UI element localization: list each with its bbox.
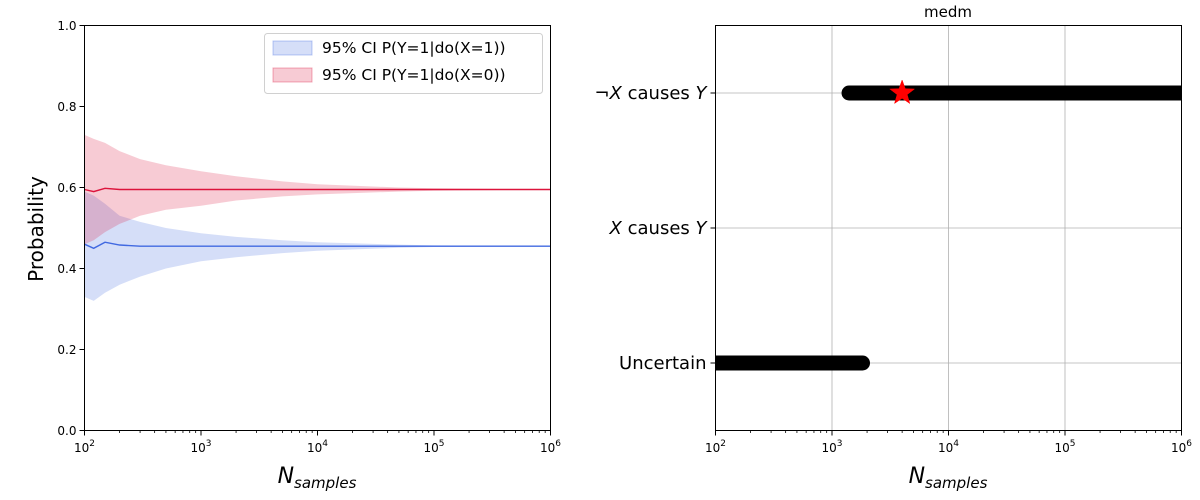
right-x-tick-label: 102 xyxy=(705,439,726,455)
left-chart: 102 103 104 105 106 0.0 0.2 0.4 0.6 0.8 1.0 Proba… xyxy=(24,19,561,492)
right-x-ticks: 102 103 104 105 106 xyxy=(705,430,1192,455)
right-chart-title: medm xyxy=(924,3,972,21)
star-marker xyxy=(889,79,916,105)
legend-swatch-1 xyxy=(272,67,313,83)
right-plot-area xyxy=(715,79,1182,371)
left-y-axis-label: Probability xyxy=(24,176,48,282)
right-y-tick-label: Uncertain xyxy=(619,353,706,374)
legend-label-1: 95% CI P(Y=1|do(X=0)) xyxy=(322,66,506,84)
left-y-tick-label: 0.4 xyxy=(57,262,76,276)
left-x-tick-label: 102 xyxy=(74,439,95,455)
right-marks-clipped xyxy=(715,79,1182,371)
right-x-axis-label: Nsamples xyxy=(909,464,988,492)
left-y-ticks: 0.0 0.2 0.4 0.6 0.8 1.0 xyxy=(57,19,85,438)
right-y-ticks: Uncertain X causes Y ¬X causes Y xyxy=(594,83,716,374)
right-chart: 102 103 104 105 106 Uncertain X causes Y ¬X ca… xyxy=(594,3,1192,492)
legend-box xyxy=(264,33,543,94)
left-legend: 95% CI P(Y=1|do(X=1)) 95% CI P(Y=1|do(X=0… xyxy=(264,33,543,94)
mean-line-0 xyxy=(84,241,551,250)
left-x-tick-label: 105 xyxy=(423,439,444,455)
left-y-tick-label: 0.8 xyxy=(57,100,76,114)
right-x-tick-label: 104 xyxy=(938,439,959,455)
left-y-tick-label: 0.6 xyxy=(57,181,76,195)
left-x-tick-label: 104 xyxy=(307,439,328,455)
left-y-tick-label: 0.0 xyxy=(57,424,76,438)
right-y-tick-label: ¬X causes Y xyxy=(594,83,708,104)
right-y-tick-label: X causes Y xyxy=(609,218,709,239)
left-x-ticks: 102 103 104 105 106 xyxy=(74,430,561,455)
left-x-tick-label: 103 xyxy=(190,439,211,455)
left-x-axis-label: Nsamples xyxy=(278,464,357,492)
left-x-tick-label: 106 xyxy=(540,439,561,455)
legend-swatch-0 xyxy=(272,40,313,56)
left-y-tick-label: 1.0 xyxy=(57,19,76,33)
legend-label-0: 95% CI P(Y=1|do(X=1)) xyxy=(322,39,506,57)
left-y-tick-label: 0.2 xyxy=(57,343,76,357)
right-x-tick-label: 103 xyxy=(821,439,842,455)
right-x-tick-label: 106 xyxy=(1171,439,1192,455)
mean-line-1 xyxy=(84,187,551,193)
left-plot-area xyxy=(84,134,551,301)
right-x-tick-label: 105 xyxy=(1054,439,1075,455)
